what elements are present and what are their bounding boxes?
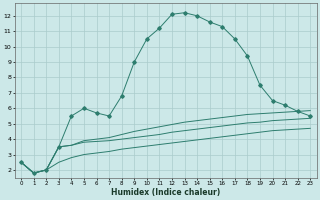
X-axis label: Humidex (Indice chaleur): Humidex (Indice chaleur): [111, 188, 220, 197]
